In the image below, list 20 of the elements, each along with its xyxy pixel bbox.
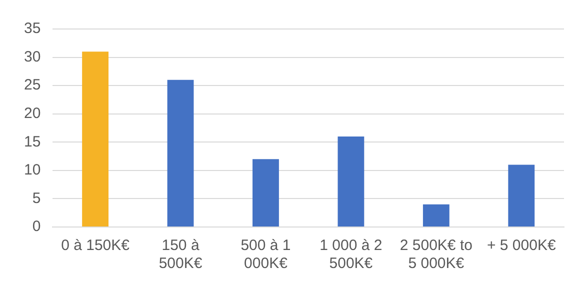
- bar: [252, 159, 279, 226]
- bar: [82, 52, 109, 226]
- bar: [167, 80, 194, 226]
- x-tick-label: 0 à 150K€: [61, 237, 130, 254]
- y-tick-label: 15: [24, 133, 41, 150]
- bar: [422, 204, 450, 226]
- x-tick-label: 1 000 à 2 500K€: [320, 237, 382, 272]
- y-tick-label: 35: [24, 20, 41, 38]
- x-tick-label: 500 à 1 000K€: [240, 237, 291, 272]
- y-tick-label: 20: [24, 105, 41, 122]
- y-tick-label: 25: [24, 76, 41, 94]
- bar: [338, 136, 364, 226]
- bar: [508, 164, 535, 226]
- y-tick-label: 10: [24, 162, 41, 179]
- x-tick-label: 150 à 500K€: [158, 237, 203, 272]
- x-tick-label: + 5 000K€: [486, 237, 556, 254]
- y-tick-label: 5: [32, 190, 41, 207]
- y-tick-label: 30: [24, 48, 41, 66]
- y-tick-label: 0: [32, 218, 41, 236]
- x-tick-label: 2 500K€ to 5 000K€: [400, 237, 472, 272]
